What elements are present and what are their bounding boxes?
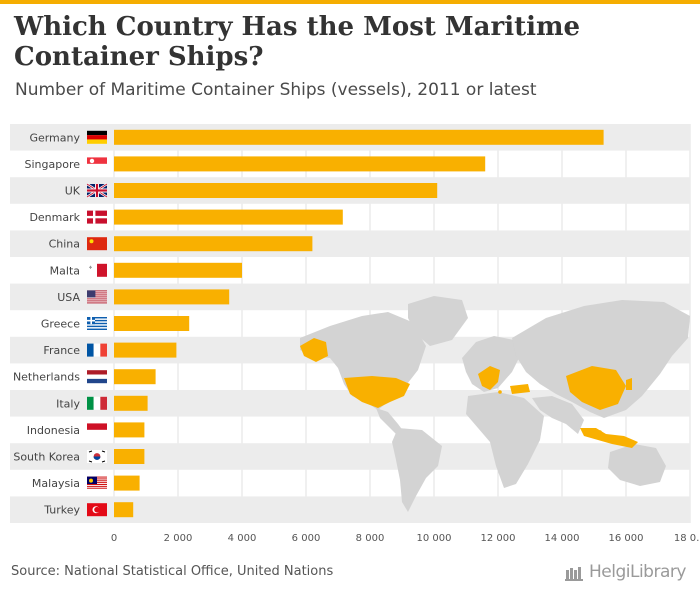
category-label: France — [43, 344, 80, 357]
map-malta — [498, 390, 502, 394]
indonesia-flag-icon — [87, 423, 107, 437]
bar-turkey — [114, 502, 134, 518]
row-band — [10, 230, 690, 257]
bars — [114, 129, 604, 518]
category-label: USA — [57, 291, 80, 304]
bar-denmark — [114, 209, 343, 225]
bar-uk — [114, 183, 438, 198]
category-label: China — [49, 238, 80, 251]
italy-flag-icon — [87, 396, 107, 410]
flags — [86, 130, 108, 517]
map-turkey — [510, 384, 530, 394]
x-tick-label: 6 000 — [292, 533, 321, 544]
bar-malta — [114, 262, 242, 278]
map-asia — [512, 300, 690, 418]
netherlands-flag-icon — [87, 370, 107, 384]
map-africa — [466, 392, 544, 488]
x-axis-ticks: 0 2 000 4 000 6 000 8 000 10 000 12 000 14 000 1… — [111, 533, 700, 544]
turkey-flag-icon — [87, 503, 107, 517]
map-china — [566, 366, 626, 410]
category-label: Malta — [50, 264, 80, 277]
bar-malaysia — [114, 475, 140, 491]
bar-singapore — [114, 156, 486, 172]
category-label: UK — [65, 185, 81, 198]
bar-usa — [114, 289, 230, 305]
row-band — [10, 496, 690, 523]
world-map — [300, 296, 690, 512]
source-note: Source: National Statistical Office, Uni… — [11, 564, 334, 579]
row-band — [10, 443, 690, 470]
category-labels: Germany Singapore UK Denmark China Malta USA Gr… — [13, 131, 81, 516]
x-tick-label: 10 000 — [417, 533, 452, 544]
bar-netherlands — [114, 369, 156, 385]
x-tick-label: 16 000 — [609, 533, 644, 544]
bar-greece — [114, 316, 190, 331]
bar-south-korea — [114, 449, 145, 464]
category-label: Italy — [56, 397, 80, 410]
category-label: South Korea — [13, 451, 80, 464]
bar-italy — [114, 395, 148, 411]
category-label: Indonesia — [27, 424, 80, 437]
france-flag-icon — [87, 343, 107, 357]
map-south-asia — [532, 396, 584, 434]
map-greenland — [408, 296, 468, 346]
x-tick-label: 12 000 — [481, 533, 516, 544]
map-south-america — [392, 428, 442, 512]
denmark-flag-icon — [87, 210, 107, 224]
category-label: Germany — [29, 131, 80, 144]
category-label: Denmark — [29, 211, 80, 224]
top-accent-bar — [0, 0, 700, 4]
map-europe — [462, 336, 520, 392]
bar-france — [114, 342, 177, 358]
brand-logo: HelgiLibrary — [565, 561, 686, 583]
map-usa — [344, 376, 410, 408]
category-label: Greece — [41, 318, 80, 331]
map-central-america — [376, 408, 404, 436]
germany-flag-icon — [87, 130, 107, 144]
usa-flag-icon — [87, 290, 107, 304]
bar-china — [114, 236, 313, 252]
map-indonesia — [580, 428, 638, 448]
chart-subtitle: Number of Maritime Container Ships (vess… — [15, 80, 537, 100]
map-korea — [626, 378, 632, 390]
x-tick-label: 8 000 — [356, 533, 385, 544]
bar-indonesia — [114, 422, 145, 438]
category-label: Malaysia — [32, 477, 80, 490]
category-label: Turkey — [43, 504, 80, 517]
map-western-europe — [478, 366, 500, 390]
malta-flag-icon — [87, 263, 107, 277]
china-flag-icon — [87, 237, 107, 251]
singapore-flag-icon — [87, 157, 107, 171]
malaysia-flag-icon — [87, 476, 107, 490]
category-label: Singapore — [25, 158, 81, 171]
x-tick-label: 14 000 — [545, 533, 580, 544]
map-alaska — [300, 338, 328, 362]
x-tick-label: 2 000 — [164, 533, 193, 544]
library-icon — [565, 567, 583, 581]
map-singapore — [598, 430, 602, 434]
map-australia — [608, 444, 666, 486]
x-tick-label: 4 000 — [228, 533, 257, 544]
south-korea-flag-icon — [87, 450, 107, 463]
bar-germany — [114, 129, 604, 145]
x-tick-label: 0 — [111, 533, 117, 544]
x-tick-label: 18 0… — [674, 533, 700, 544]
brand-name: HelgiLibrary — [589, 562, 686, 582]
greece-flag-icon — [87, 317, 107, 330]
category-label: Netherlands — [13, 371, 80, 384]
uk-flag-icon — [86, 182, 108, 199]
chart-title: Which Country Has the Most Maritime Cont… — [14, 12, 581, 72]
